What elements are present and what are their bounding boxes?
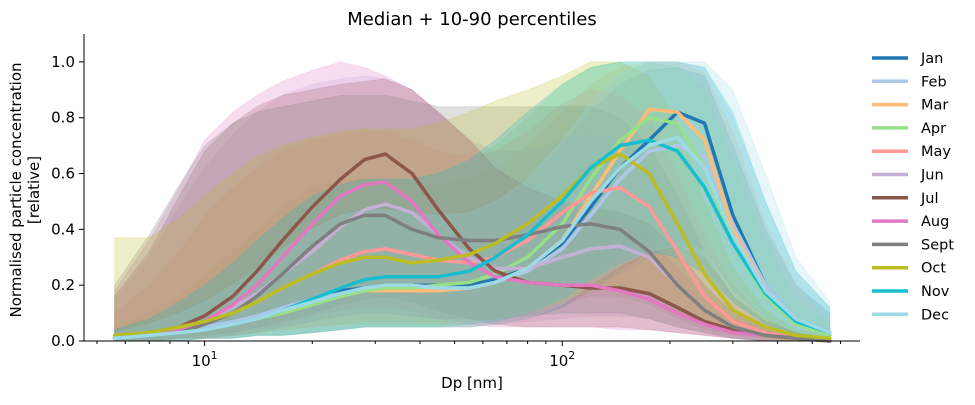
median-line-aug — [112, 180, 832, 343]
legend-label-may: May — [921, 144, 951, 160]
median-line-dec — [112, 135, 832, 340]
x-tick-label: 102 — [549, 349, 575, 370]
legend-label-nov: Nov — [921, 284, 950, 300]
x-axis-label: Dp [nm] — [441, 374, 503, 392]
axes — [83, 34, 860, 342]
y-tick-label: 0.8 — [51, 109, 75, 127]
legend-label-oct: Oct — [921, 261, 946, 277]
y-tick-label: 0.6 — [51, 165, 75, 183]
x-ticks: 101 102 — [96, 341, 842, 370]
legend-label-aug: Aug — [921, 214, 949, 230]
legend-label-jun: Jun — [920, 168, 944, 184]
chart-title: Median + 10-90 percentiles — [347, 9, 596, 30]
y-tick-label: 0.4 — [51, 220, 75, 238]
legend-label-jan: Jan — [920, 51, 943, 67]
legend-label-sept: Sept — [921, 237, 954, 253]
legend-label-jul: Jul — [920, 191, 939, 207]
y-ticks: 0.0 0.2 0.4 0.6 0.8 1.0 — [51, 53, 84, 350]
y-tick-label: 0.2 — [51, 276, 75, 294]
legend-label-apr: Apr — [921, 121, 946, 137]
median-line-jul — [112, 152, 832, 343]
y-tick-label: 1.0 — [51, 53, 75, 71]
legend-label-dec: Dec — [921, 307, 949, 323]
y-tick-label: 0.0 — [51, 332, 75, 350]
y-axis-label-unit: [relative] — [25, 156, 43, 224]
percentile-bands — [114, 61, 831, 342]
median-lines — [112, 107, 832, 343]
median-line-oct — [112, 152, 832, 340]
legend-label-feb: Feb — [921, 74, 947, 90]
legend: Jan Feb Mar Apr May Jun Jul Aug Sept Oct Nov Dec — [872, 51, 954, 323]
y-axis-label: Normalised particle concentration — [7, 63, 25, 318]
x-tick-label: 101 — [192, 349, 218, 370]
legend-label-mar: Mar — [921, 98, 948, 114]
